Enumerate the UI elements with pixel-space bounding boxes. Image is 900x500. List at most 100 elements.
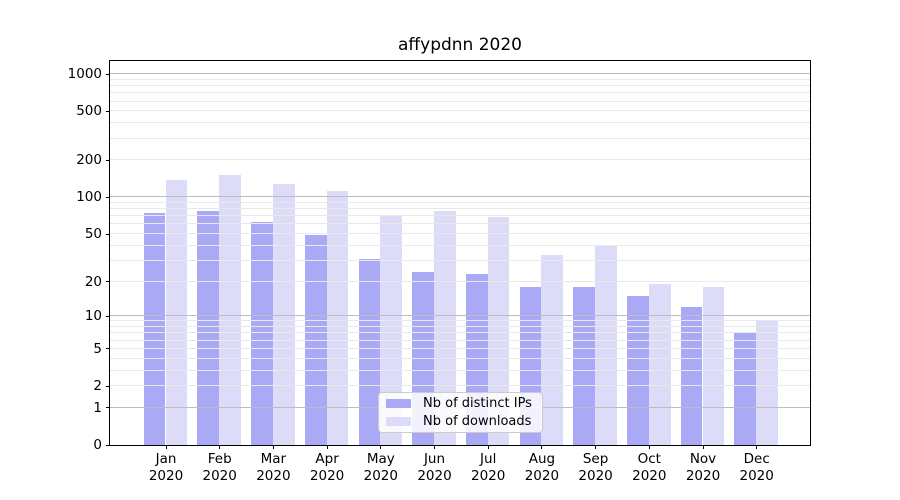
minor-gridline-9: [109, 320, 810, 322]
y-tick-1: [105, 407, 110, 409]
y-tick-label-0: 0: [93, 437, 102, 453]
x-tick-jun: [434, 445, 435, 449]
year-label: 2020: [363, 468, 398, 484]
y-tick-label-100: 100: [76, 189, 102, 206]
minor-gridline-8: [109, 326, 810, 328]
y-tick-label-10: 10: [84, 308, 102, 325]
y-tick-label-1000: 1000: [67, 66, 102, 83]
minor-gridline-70: [109, 215, 810, 217]
x-tick-label-aug: Aug 2020: [497, 451, 587, 485]
bar-nb-of-distinct-ips-dec: [734, 332, 757, 445]
chart-title: affypdnn 2020: [398, 35, 522, 55]
y-tick-label-20: 20: [84, 273, 102, 290]
x-tick-nov: [702, 445, 704, 449]
y-tick-500: [105, 110, 110, 112]
year-label: 2020: [739, 468, 774, 484]
plot-area: [108, 59, 811, 446]
y-tick-label-500: 500: [76, 103, 102, 120]
legend-item-downloads: Nb of downloads: [386, 413, 536, 431]
bar-nb-of-downloads-jan: [165, 180, 188, 445]
y-tick-label-2: 2: [93, 378, 102, 395]
month-label: Jul: [480, 451, 497, 467]
x-tick-mar: [272, 445, 274, 449]
year-label: 2020: [632, 468, 667, 484]
x-tick-dec: [756, 445, 758, 449]
x-tick-label-jun: Jun 2020: [390, 451, 480, 485]
x-tick-aug: [541, 445, 543, 449]
minor-gridline-400: [109, 122, 810, 124]
year-label: 2020: [524, 468, 560, 484]
minor-gridline-500: [109, 110, 810, 112]
x-tick-sep: [595, 445, 597, 449]
x-tick-label-oct: Oct 2020: [604, 451, 694, 485]
minor-gridline-60: [109, 223, 810, 225]
y-tick-50: [105, 233, 110, 235]
gridlines-layer: [109, 61, 810, 445]
legend-label-distinct-ips: Nb of distinct IPs: [423, 396, 532, 412]
month-label: Dec: [743, 451, 770, 467]
y-tick-1000: [105, 73, 110, 75]
minor-gridline-200: [109, 159, 810, 161]
bar-nb-of-distinct-ips-apr: [304, 234, 327, 445]
minor-gridline-6: [109, 339, 810, 341]
month-label: Sep: [582, 451, 609, 467]
x-tick-label-nov: Nov 2020: [658, 451, 748, 485]
month-label: May: [366, 451, 395, 467]
minor-gridline-3: [109, 369, 810, 371]
y-tick-5: [105, 348, 110, 350]
bar-nb-of-downloads-nov: [702, 286, 725, 445]
minor-gridline-600: [109, 100, 810, 102]
minor-gridline-7: [109, 332, 810, 334]
year-label: 2020: [578, 468, 613, 484]
x-tick-label-jan: Jan 2020: [121, 451, 211, 485]
bar-nb-of-downloads-dec: [756, 320, 778, 445]
bar-nb-of-distinct-ips-feb: [197, 210, 220, 445]
legend: Nb of distinct IPs Nb of downloads: [378, 392, 543, 433]
bar-nb-of-downloads-may: [380, 215, 403, 445]
major-gridline-1000: [109, 73, 810, 75]
x-tick-label-feb: Feb 2020: [175, 451, 265, 485]
year-label: 2020: [417, 468, 452, 484]
y-tick-2: [105, 385, 110, 387]
month-label: Aug: [528, 451, 556, 467]
year-label: 2020: [148, 468, 184, 484]
y-tick-0: [105, 444, 110, 446]
year-label: 2020: [256, 468, 291, 484]
y-tick-100: [105, 196, 110, 198]
legend-label-downloads: Nb of downloads: [423, 413, 532, 429]
minor-gridline-50: [109, 233, 810, 235]
x-tick-label-dec: Dec 2020: [712, 451, 802, 485]
minor-gridline-20: [109, 280, 810, 282]
bar-nb-of-distinct-ips-sep: [573, 286, 596, 445]
minor-gridline-5: [109, 347, 810, 349]
month-label: Oct: [637, 451, 661, 467]
bar-nb-of-downloads-aug: [541, 255, 564, 445]
bar-nb-of-downloads-jul: [487, 217, 510, 445]
bar-nb-of-distinct-ips-may: [358, 258, 381, 445]
year-label: 2020: [309, 468, 345, 484]
x-tick-jul: [487, 445, 489, 449]
minor-gridline-40: [109, 244, 810, 246]
y-tick-20: [105, 281, 110, 283]
bar-nb-of-downloads-jun: [434, 211, 456, 445]
minor-gridline-2: [109, 385, 810, 387]
bar-nb-of-downloads-oct: [648, 283, 671, 445]
x-tick-label-sep: Sep 2020: [551, 451, 641, 485]
major-gridline-10: [109, 315, 810, 317]
y-tick-label-1: 1: [93, 399, 102, 416]
major-gridline-100: [109, 196, 810, 198]
legend-swatch-distinct-ips: [386, 399, 411, 409]
bars-layer: [110, 61, 810, 445]
minor-gridline-4: [109, 357, 810, 359]
minor-gridline-30: [109, 259, 810, 261]
x-tick-label-jul: Jul 2020: [443, 451, 533, 485]
y-tick-10: [105, 315, 110, 317]
bar-nb-of-distinct-ips-jan: [143, 212, 166, 445]
bar-nb-of-downloads-sep: [595, 245, 617, 445]
month-label: Jan: [155, 451, 177, 467]
year-label: 2020: [202, 468, 237, 484]
x-tick-jan: [165, 445, 167, 449]
minor-gridline-300: [109, 137, 810, 139]
